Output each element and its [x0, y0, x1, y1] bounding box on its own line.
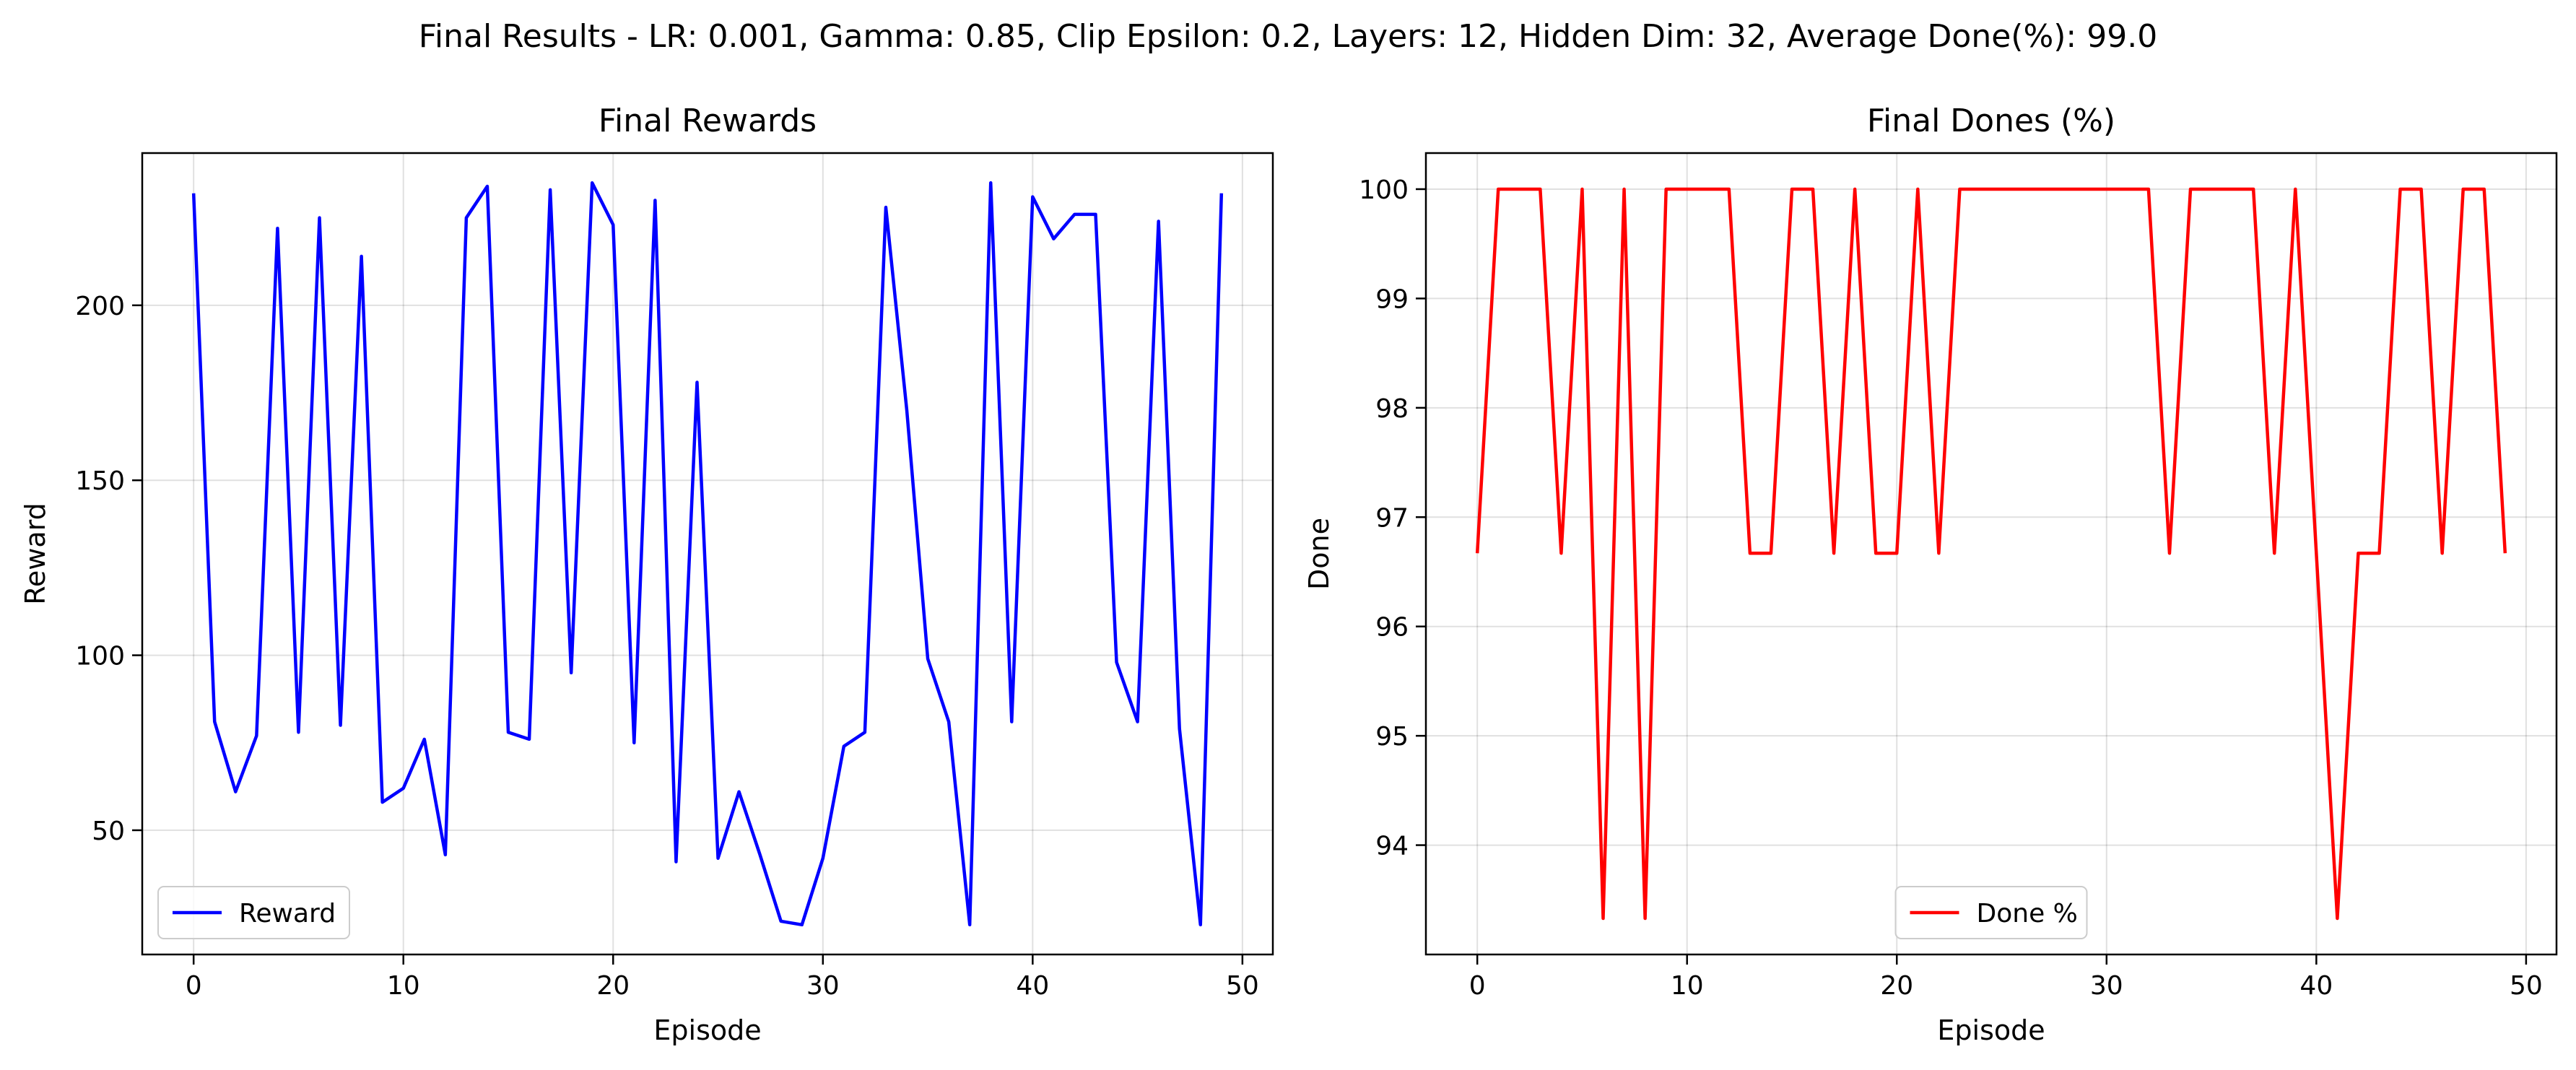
rewards-y-axis-label: Reward	[19, 503, 51, 605]
rewards-chart: 0 10 20 30 40 50 50 100 150 200 Final Rewards Episo…	[19, 103, 1274, 1046]
rewards-axes-frame	[141, 152, 1274, 956]
x-tick-label: 20	[1880, 971, 1913, 1001]
x-tick-label: 10	[387, 971, 420, 1001]
x-tick-label: 40	[2299, 971, 2333, 1001]
y-tick-label: 100	[1359, 175, 1409, 205]
y-tick-label: 96	[1375, 613, 1409, 643]
figure-suptitle: Final Results - LR: 0.001, Gamma: 0.85, …	[419, 18, 2157, 55]
rewards-x-axis-label: Episode	[653, 1014, 761, 1046]
y-tick-label: 50	[92, 817, 125, 846]
y-tick-label: 200	[75, 292, 125, 321]
y-tick-label: 97	[1375, 503, 1409, 533]
legend-label: Done %	[1977, 899, 2078, 928]
y-tick-label: 99	[1375, 284, 1409, 314]
legend-box	[157, 886, 350, 939]
x-tick-label: 20	[596, 971, 630, 1001]
rewards-chart-title: Final Rewards	[599, 103, 817, 139]
y-tick-label: 94	[1375, 832, 1409, 861]
dones-legend: Done %	[1894, 886, 2088, 939]
dones-series-line	[1475, 187, 2507, 921]
x-tick-label: 0	[186, 971, 202, 1001]
y-tick-label: 100	[75, 642, 125, 671]
dones-grid	[1426, 153, 2557, 954]
rewards-grid	[142, 153, 1273, 954]
x-tick-label: 10	[1671, 971, 1704, 1001]
y-tick-label: 150	[75, 466, 125, 496]
x-tick-label: 50	[2510, 971, 2543, 1001]
dones-x-axis-label: Episode	[1937, 1014, 2045, 1046]
x-tick-label: 40	[1016, 971, 1049, 1001]
x-tick-label: 30	[2090, 971, 2123, 1001]
rewards-legend: Reward	[157, 886, 350, 939]
dones-chart-title: Final Dones (%)	[1867, 103, 2115, 139]
dones-axes-frame	[1424, 152, 2558, 956]
dones-y-axis-label: Done	[1303, 518, 1335, 590]
y-tick-label: 95	[1375, 722, 1409, 752]
rewards-series-line	[191, 180, 1224, 927]
legend-box	[1894, 886, 2088, 939]
x-tick-label: 50	[1226, 971, 1259, 1001]
x-tick-label: 0	[1469, 971, 1486, 1001]
y-tick-label: 98	[1375, 394, 1409, 424]
x-tick-label: 30	[806, 971, 840, 1001]
legend-label: Reward	[239, 899, 336, 928]
dones-chart: 0 10 20 30 40 50 94 95 96 97 98 99 100 Final Dones (%…	[1303, 103, 2558, 1046]
